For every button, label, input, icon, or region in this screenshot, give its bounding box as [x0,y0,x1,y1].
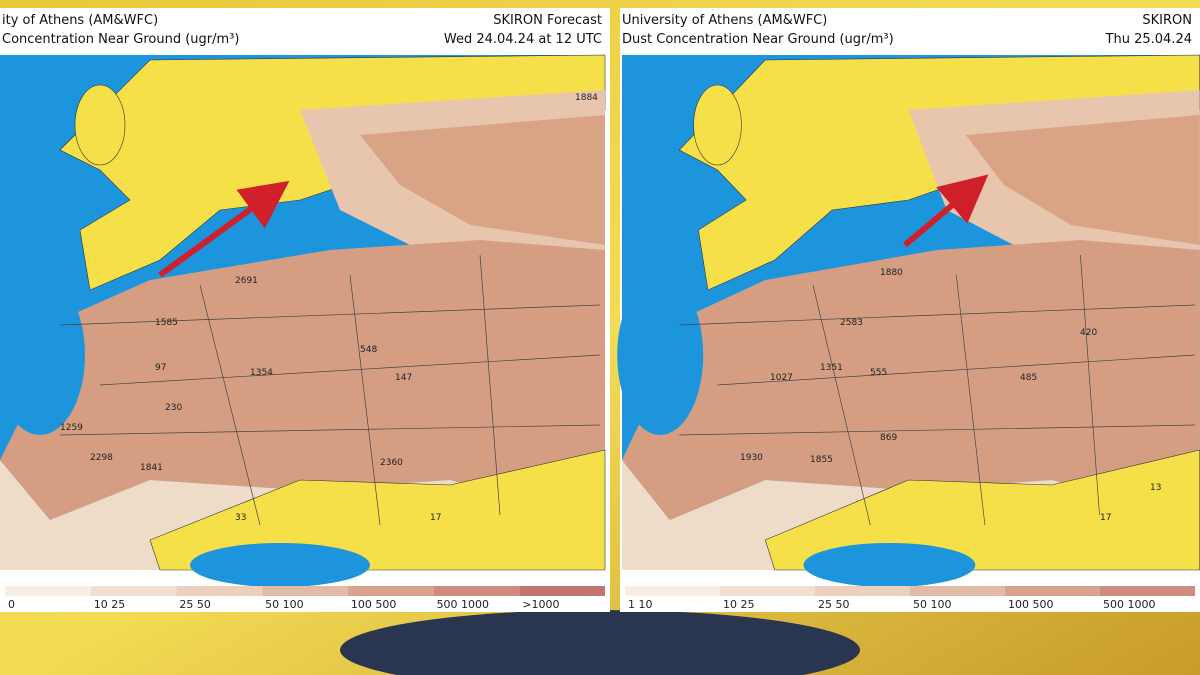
map-label: 869 [880,433,897,443]
legend-swatch [815,586,910,596]
legend-label: 10 25 [94,598,126,611]
header-text: SKIRON Forecast [493,13,602,28]
legend-label: 1 10 [628,598,653,611]
legend-label: 25 50 [818,598,850,611]
map-label: 230 [165,403,182,413]
flower-shadow [340,610,860,675]
arrow [158,180,290,278]
legend-swatch [1100,586,1195,596]
legend-swatch [90,586,177,596]
map-label: 555 [870,368,887,378]
legend-swatch [262,586,348,596]
legend-label: 25 50 [179,598,211,611]
map-label: 1354 [250,368,273,378]
legend-swatch [910,586,1005,596]
map-left [0,54,606,588]
map-label: 485 [1020,373,1037,383]
header-text: Concentration Near Ground (ugr/m³) [2,32,239,47]
legend-label: 50 100 [913,598,952,611]
map-label: 2298 [90,453,113,463]
map-label: 1855 [810,455,833,465]
header-text: University of Athens (AM&WFC) [622,13,827,28]
map-label: 33 [235,513,246,523]
legend-label: 500 1000 [1103,598,1156,611]
header-text: Dust Concentration Near Ground (ugr/m³) [622,32,894,47]
map-label: 1884 [575,93,598,103]
legend-label: 100 500 [351,598,397,611]
map-label: 1880 [880,268,903,278]
legend-label: >1000 [522,598,559,611]
header-text: SKIRON [1142,13,1192,28]
arrow [903,174,989,248]
legend-label: 500 1000 [437,598,490,611]
map-label: 1027 [770,373,793,383]
map-label: 2583 [840,318,863,328]
map-label: 1930 [740,453,763,463]
map-label: 147 [395,373,412,383]
map-label: 420 [1080,328,1097,338]
legend-swatch [433,586,520,596]
map-label: 17 [1100,513,1111,523]
map-label: 17 [430,513,441,523]
legend-swatch [176,586,263,596]
map-label: 1585 [155,318,178,328]
legend-label: 100 500 [1008,598,1054,611]
map-label: 2691 [235,276,258,286]
overlay: ity of Athens (AM&WFC) Concentration Near… [2,13,1195,611]
legend-swatch [5,586,91,596]
legend-swatch [347,586,434,596]
legend-swatch [720,586,815,596]
legend-swatch [1005,586,1100,596]
map-label: 2360 [380,458,403,468]
legend-label: 0 [8,598,15,611]
legend-swatch [625,586,720,596]
header-text: Wed 24.04.24 at 12 UTC [444,32,602,47]
map-label: 1351 [820,363,843,373]
map-label: 97 [155,363,166,373]
legend-swatch [519,586,605,596]
map-right [616,54,1200,588]
map-label: 1259 [60,423,83,433]
legend-label: 50 100 [265,598,304,611]
map-label: 548 [360,345,377,355]
legend-label: 10 25 [723,598,755,611]
header-text: Thu 25.04.24 [1105,32,1192,47]
header-text: ity of Athens (AM&WFC) [2,13,158,28]
map-label: 13 [1150,483,1161,493]
map-label: 1841 [140,463,163,473]
